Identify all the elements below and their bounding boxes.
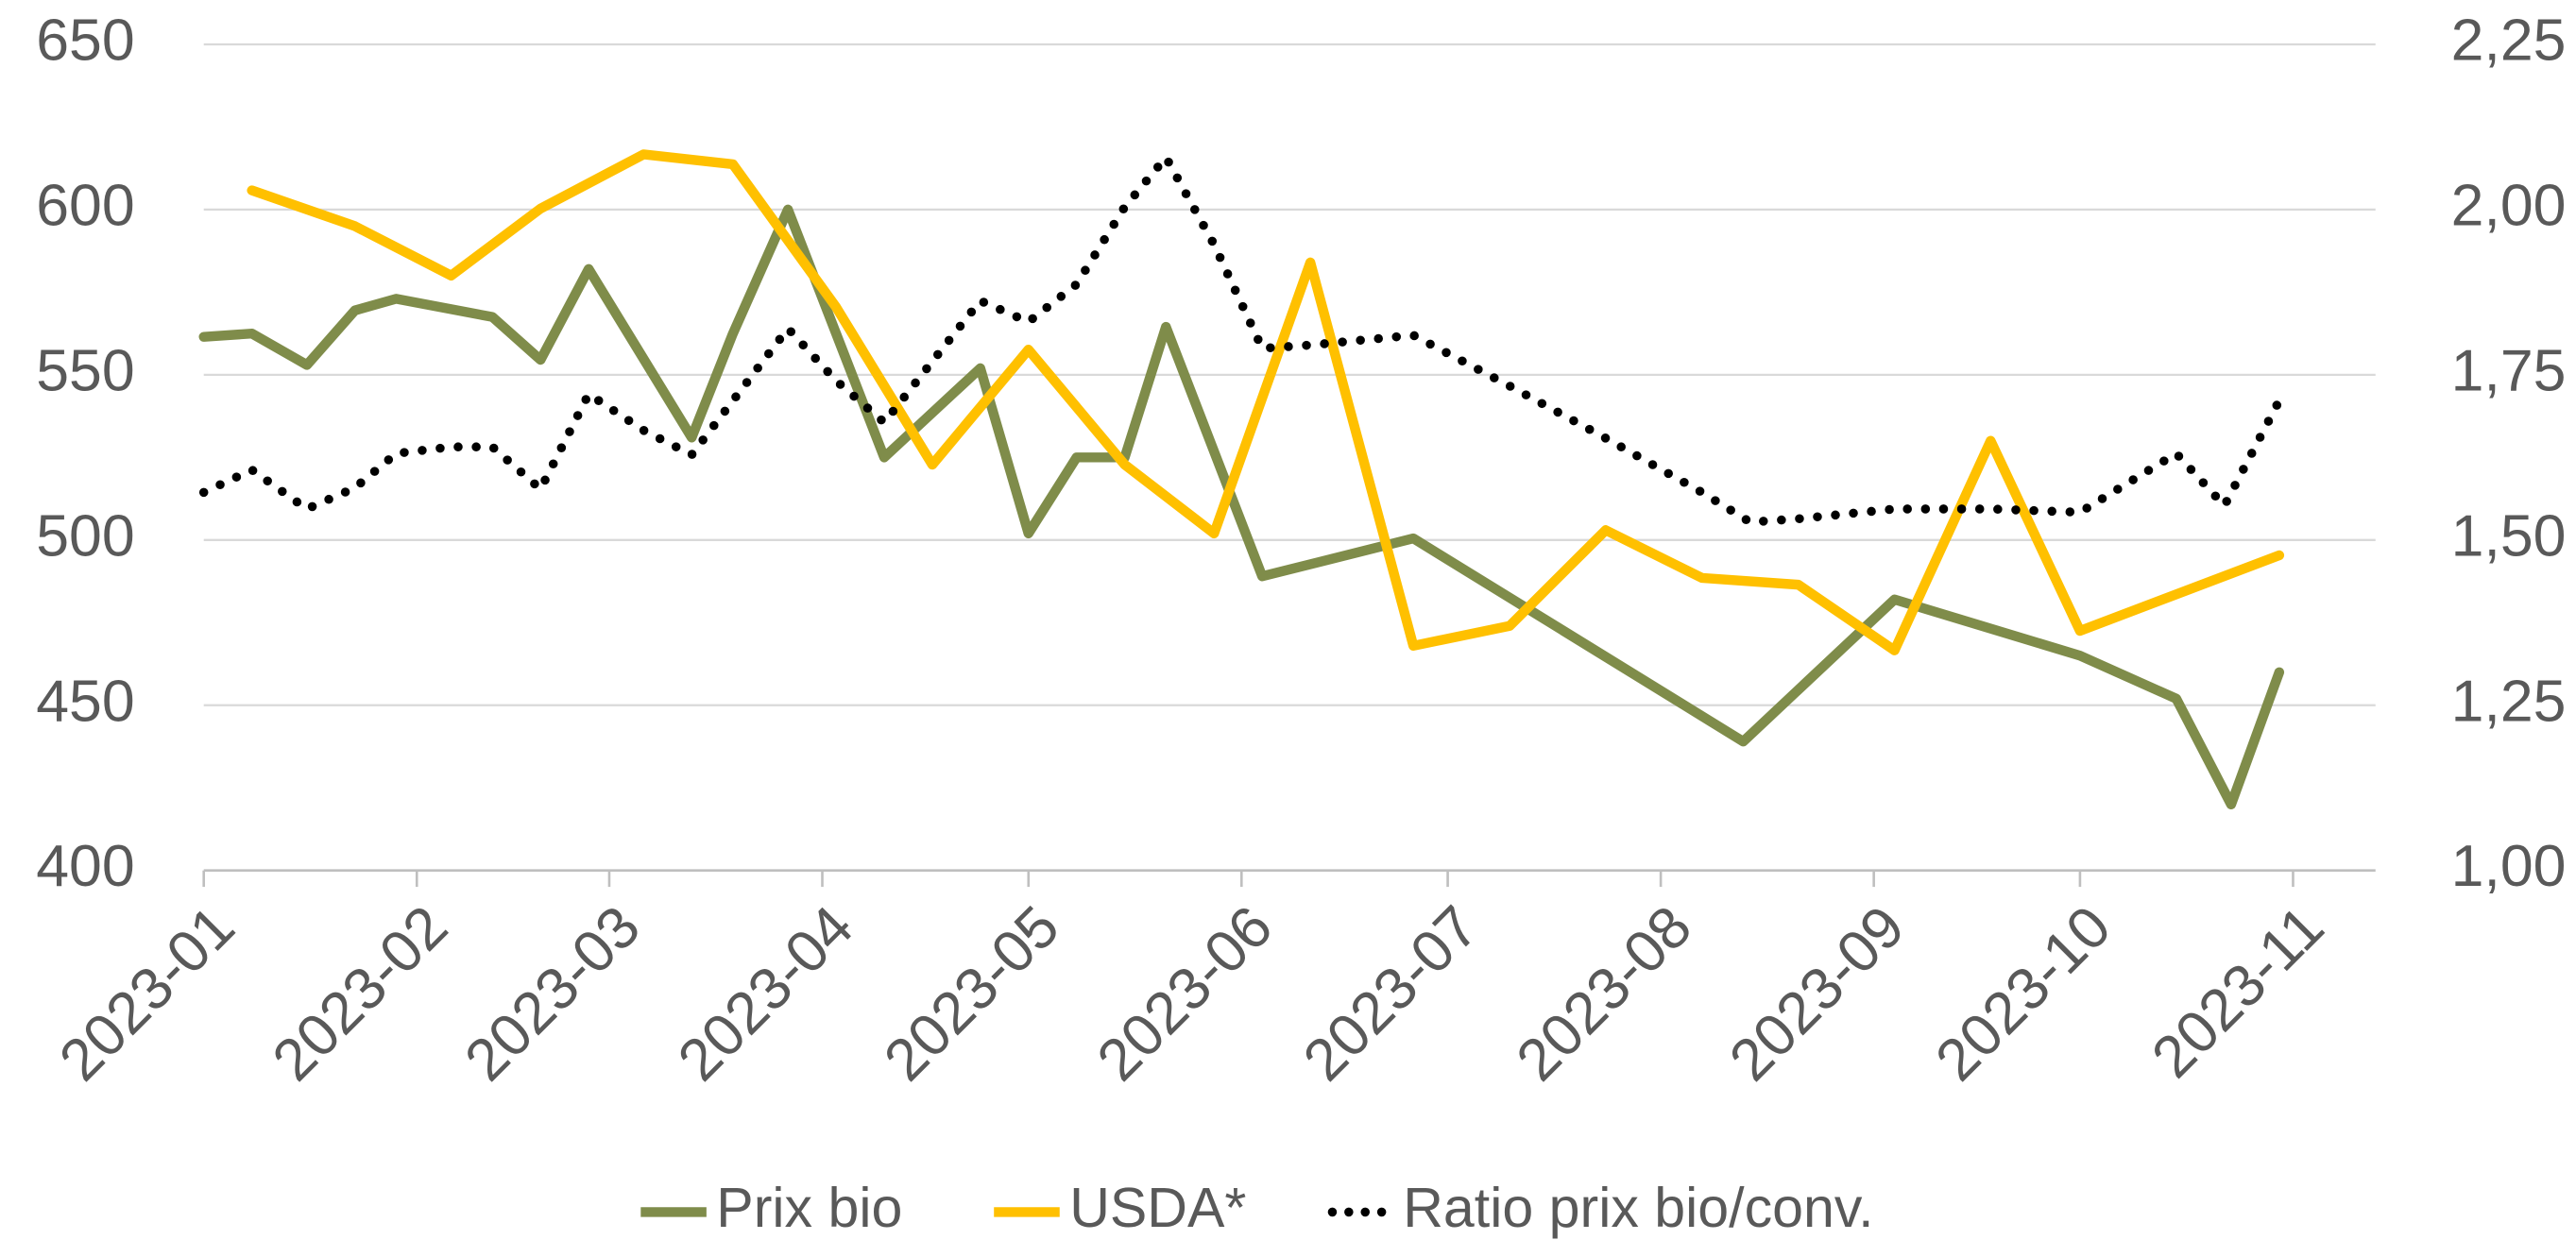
y2-tick-label: 2,25: [2451, 7, 2567, 73]
series-line: [198, 204, 2285, 810]
grid: [202, 42, 2376, 888]
x-tick-label: 2023-09: [1717, 893, 1918, 1094]
legend-label: USDA*: [1069, 1176, 1246, 1239]
y-tick-label: 500: [36, 502, 134, 569]
y-tick-label: 650: [36, 7, 134, 73]
y-tick-label: 450: [36, 668, 134, 734]
x-tick-label: 2023-04: [666, 893, 866, 1094]
series-line: [247, 149, 2285, 655]
legend-label: Ratio prix bio/conv.: [1403, 1176, 1873, 1239]
y-tick-label: 600: [36, 172, 134, 238]
axes: 400 450 500 550 600 650 1,00 1,25 1,50 1,75 2,00 2,…: [36, 7, 2566, 1093]
series-line: [198, 152, 2284, 527]
y2-tick-label: 1,00: [2451, 833, 2567, 899]
y2-tick-label: 1,75: [2451, 337, 2567, 403]
x-tick-label: 2023-01: [47, 893, 247, 1094]
y2-tick-label: 2,00: [2451, 172, 2567, 238]
y-tick-label: 550: [36, 337, 134, 403]
x-tick-label: 2023-06: [1084, 893, 1285, 1094]
y2-tick-label: 1,25: [2451, 668, 2567, 734]
legend-label: Prix bio: [716, 1176, 902, 1239]
x-tick-label: 2023-07: [1291, 893, 1492, 1094]
legend: Prix bio USDA* Ratio prix bio/conv.: [640, 1176, 1874, 1239]
x-tick-label: 2023-05: [872, 893, 1072, 1094]
y-tick-label: 400: [36, 833, 134, 899]
x-tick-label: 2023-10: [1923, 893, 2124, 1094]
y2-tick-label: 1,50: [2451, 502, 2567, 569]
x-tick-label: 2023-02: [260, 893, 460, 1094]
plot-area: [198, 149, 2285, 810]
x-tick-label: 2023-03: [452, 893, 653, 1094]
x-tick-label: 2023-08: [1504, 893, 1704, 1094]
x-tick-label: 2023-11: [2140, 893, 2337, 1091]
